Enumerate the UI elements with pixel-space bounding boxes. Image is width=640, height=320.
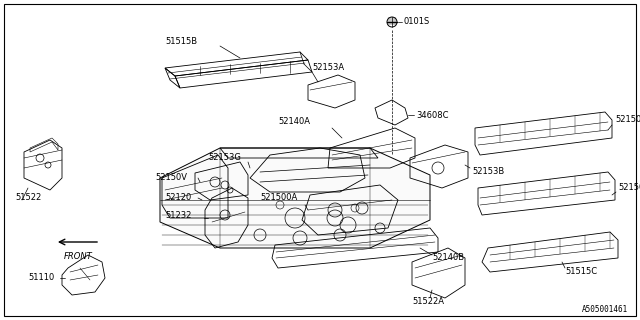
Text: 51232: 51232: [165, 211, 191, 220]
Text: 52150C: 52150C: [618, 183, 640, 193]
Text: FRONT: FRONT: [63, 252, 92, 261]
Text: 0101S: 0101S: [404, 18, 430, 27]
Text: 52153B: 52153B: [472, 167, 504, 177]
Text: 52153G: 52153G: [208, 154, 241, 163]
Text: 51515C: 51515C: [565, 268, 597, 276]
Text: 51522A: 51522A: [412, 298, 444, 307]
Text: 52140A: 52140A: [278, 117, 310, 126]
Text: 51515B: 51515B: [165, 37, 197, 46]
Text: 52153A: 52153A: [312, 63, 344, 73]
Polygon shape: [160, 148, 430, 248]
Text: 34608C: 34608C: [416, 110, 449, 119]
Text: 51110: 51110: [28, 274, 54, 283]
Text: 52140B: 52140B: [432, 253, 464, 262]
Text: 51522: 51522: [15, 194, 41, 203]
Text: 52150C: 52150C: [615, 116, 640, 124]
Text: 52150V: 52150V: [155, 173, 187, 182]
Text: 521500A: 521500A: [260, 194, 297, 203]
Text: 52120: 52120: [165, 194, 191, 203]
Text: A505001461: A505001461: [582, 305, 628, 314]
